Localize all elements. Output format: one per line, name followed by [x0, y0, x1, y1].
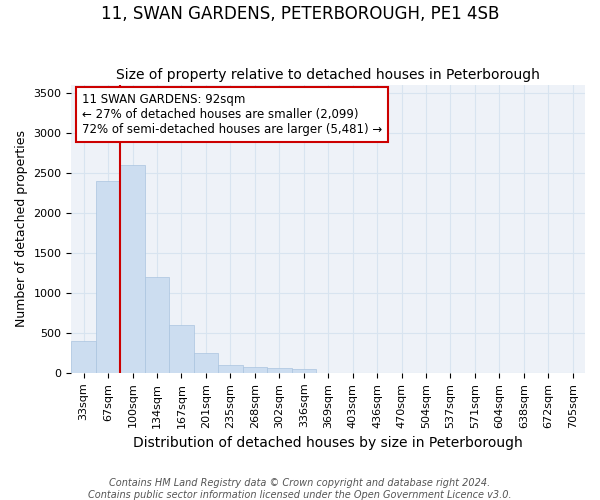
Text: Contains HM Land Registry data © Crown copyright and database right 2024.
Contai: Contains HM Land Registry data © Crown c…: [88, 478, 512, 500]
Bar: [71, 341, 96, 373]
Bar: [96, 180, 121, 373]
Text: 11, SWAN GARDENS, PETERBOROUGH, PE1 4SB: 11, SWAN GARDENS, PETERBOROUGH, PE1 4SB: [101, 5, 499, 23]
Bar: [242, 368, 267, 373]
Bar: [292, 369, 316, 373]
Text: 11 SWAN GARDENS: 92sqm
← 27% of detached houses are smaller (2,099)
72% of semi-: 11 SWAN GARDENS: 92sqm ← 27% of detached…: [82, 93, 382, 136]
Bar: [267, 368, 292, 373]
Bar: [194, 353, 218, 373]
X-axis label: Distribution of detached houses by size in Peterborough: Distribution of detached houses by size …: [133, 436, 523, 450]
Bar: [145, 277, 169, 373]
Y-axis label: Number of detached properties: Number of detached properties: [15, 130, 28, 327]
Bar: [121, 164, 145, 373]
Bar: [169, 325, 194, 373]
Title: Size of property relative to detached houses in Peterborough: Size of property relative to detached ho…: [116, 68, 540, 82]
Bar: [218, 365, 242, 373]
